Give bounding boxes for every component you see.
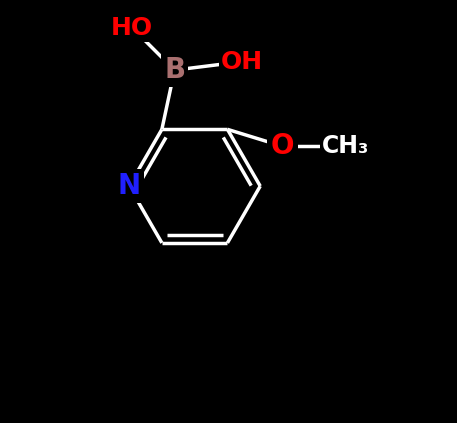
Text: OH: OH [221,49,263,74]
Text: O: O [271,132,294,160]
Text: HO: HO [111,16,154,40]
Text: N: N [117,172,141,200]
Text: B: B [164,56,185,84]
Text: CH₃: CH₃ [322,134,370,158]
